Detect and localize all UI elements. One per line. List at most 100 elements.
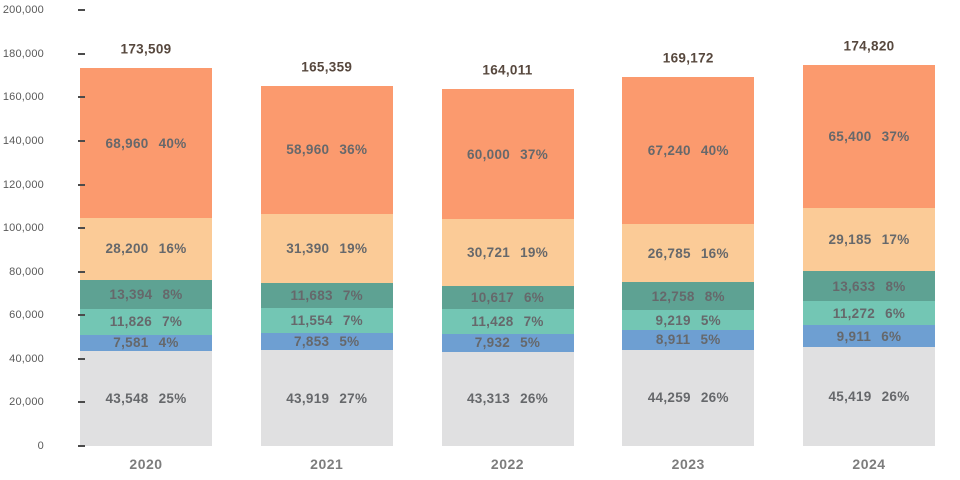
segment-label: 45,419 26% <box>828 389 909 404</box>
segment-label: 7,853 5% <box>294 334 359 349</box>
bar-light-teal-segment: 11,428 7% <box>441 309 574 335</box>
segment-value-label: 11,683 <box>290 287 333 303</box>
bar-orange-segment: 58,960 36% <box>260 85 393 215</box>
segment-value-label: 7,853 <box>294 334 330 350</box>
y-axis-tick-mark <box>78 270 85 273</box>
segment-percent-label: 26% <box>520 391 548 407</box>
segment-label: 31,390 19% <box>286 241 367 256</box>
segment-value-label: 12,758 <box>651 288 695 304</box>
segment-value-label: 9,219 <box>655 312 691 328</box>
segment-value-label: 11,554 <box>290 313 333 329</box>
x-axis-year-label: 2021 <box>310 456 344 472</box>
y-axis-label: 100,000 <box>2 222 44 235</box>
segment-percent-label: 19% <box>520 245 548 261</box>
segment-value-label: 8,911 <box>655 332 691 348</box>
segment-percent-label: 5% <box>520 335 541 351</box>
segment-label: 43,919 27% <box>286 391 367 406</box>
segment-label: 44,259 26% <box>648 390 729 405</box>
y-axis-tick-mark <box>78 445 85 447</box>
bar-peach-segment: 31,390 19% <box>260 214 393 283</box>
segment-percent-label: 8% <box>885 278 906 294</box>
segment-value-label: 11,826 <box>109 314 153 330</box>
bar-peach-segment: 28,200 16% <box>80 218 212 280</box>
segment-label: 11,428 7% <box>471 314 543 329</box>
bar-gray-base-segment: 43,313 26% <box>441 351 574 446</box>
y-axis-label: 40,000 <box>9 352 44 365</box>
segment-value-label: 13,633 <box>832 278 876 294</box>
segment-value-label: 43,919 <box>286 390 330 406</box>
segment-value-label: 45,419 <box>828 389 872 405</box>
segment-label: 11,683 7% <box>291 288 363 303</box>
bar-blue-segment: 7,932 5% <box>441 334 574 352</box>
bar-peach-segment: 30,721 19% <box>441 219 574 287</box>
segment-percent-label: 7% <box>342 313 363 329</box>
segment-percent-label: 26% <box>881 389 910 405</box>
y-axis-tick-mark <box>78 96 85 99</box>
segment-percent-label: 8% <box>162 286 183 302</box>
y-axis-label: 120,000 <box>2 178 44 191</box>
segment-value-label: 10,617 <box>470 290 514 306</box>
y-axis-tick-mark <box>78 140 85 142</box>
bar-light-teal-segment: 9,219 5% <box>622 310 755 331</box>
segment-percent-label: 40% <box>158 135 187 151</box>
segment-percent-label: 26% <box>700 390 729 406</box>
bar-gray-base-segment: 45,419 26% <box>803 347 935 446</box>
segment-label: 13,633 8% <box>832 279 905 294</box>
segment-label: 10,617 6% <box>471 290 544 305</box>
bar-light-teal-segment: 11,554 7% <box>260 308 393 334</box>
y-axis-label: 80,000 <box>9 265 44 278</box>
segment-percent-label: 25% <box>158 391 187 407</box>
y-axis-label: 180,000 <box>2 47 44 60</box>
segment-label: 13,394 8% <box>109 287 182 302</box>
x-axis-year-label: 2020 <box>129 456 163 472</box>
bar-sea-green-segment: 13,394 8% <box>80 279 212 309</box>
y-axis-tick-mark <box>78 9 85 12</box>
segment-value-label: 26,785 <box>647 245 691 261</box>
segment-label: 65,400 37% <box>828 129 909 144</box>
segment-percent-label: 7% <box>342 287 363 303</box>
bar-orange-segment: 60,000 37% <box>441 88 574 220</box>
bar-blue-segment: 9,911 6% <box>803 325 935 348</box>
segment-value-label: 65,400 <box>828 128 872 144</box>
x-axis-year-label: 2023 <box>671 456 705 472</box>
bar-total-label: 174,820 <box>843 38 895 54</box>
segment-percent-label: 36% <box>339 142 368 158</box>
bar-blue-segment: 7,853 5% <box>260 333 393 351</box>
segment-value-label: 68,960 <box>105 135 149 151</box>
segment-value-label: 7,581 <box>113 335 149 351</box>
segment-label: 9,219 5% <box>656 313 721 328</box>
segment-label: 29,185 17% <box>828 232 909 247</box>
y-axis-tick-mark <box>78 314 85 317</box>
segment-value-label: 31,390 <box>286 240 330 256</box>
segment-percent-label: 6% <box>881 328 902 344</box>
segment-label: 7,932 5% <box>475 335 540 350</box>
segment-label: 9,911 6% <box>837 329 902 344</box>
segment-label: 7,581 4% <box>113 335 178 350</box>
bar-gray-base-segment: 44,259 26% <box>622 349 755 446</box>
bar-total-label: 169,172 <box>662 50 714 66</box>
segment-label: 8,911 5% <box>656 332 721 347</box>
bar-sea-green-segment: 13,633 8% <box>803 271 935 301</box>
segment-value-label: 30,721 <box>466 245 511 261</box>
segment-label: 68,960 40% <box>105 136 186 151</box>
bar-total-label: 164,011 <box>482 62 533 78</box>
bar-total-label: 165,359 <box>301 59 353 75</box>
y-axis-tick-mark <box>78 183 85 186</box>
segment-label: 26,785 16% <box>648 246 729 261</box>
segment-percent-label: 6% <box>523 290 545 306</box>
segment-percent-label: 40% <box>700 143 729 159</box>
segment-value-label: 58,960 <box>286 142 330 158</box>
segment-percent-label: 4% <box>158 335 179 351</box>
segment-value-label: 11,428 <box>471 314 514 330</box>
segment-label: 43,313 26% <box>467 391 548 406</box>
segment-percent-label: 5% <box>700 312 721 328</box>
segment-value-label: 67,240 <box>647 143 691 159</box>
segment-label: 11,272 6% <box>833 306 905 321</box>
bar-orange-segment: 67,240 40% <box>622 77 755 224</box>
segment-percent-label: 27% <box>339 390 368 406</box>
segment-percent-label: 37% <box>881 128 910 144</box>
segment-label: 11,826 7% <box>110 314 182 329</box>
bar-sea-green-segment: 10,617 6% <box>441 286 574 310</box>
segment-percent-label: 16% <box>158 241 187 257</box>
